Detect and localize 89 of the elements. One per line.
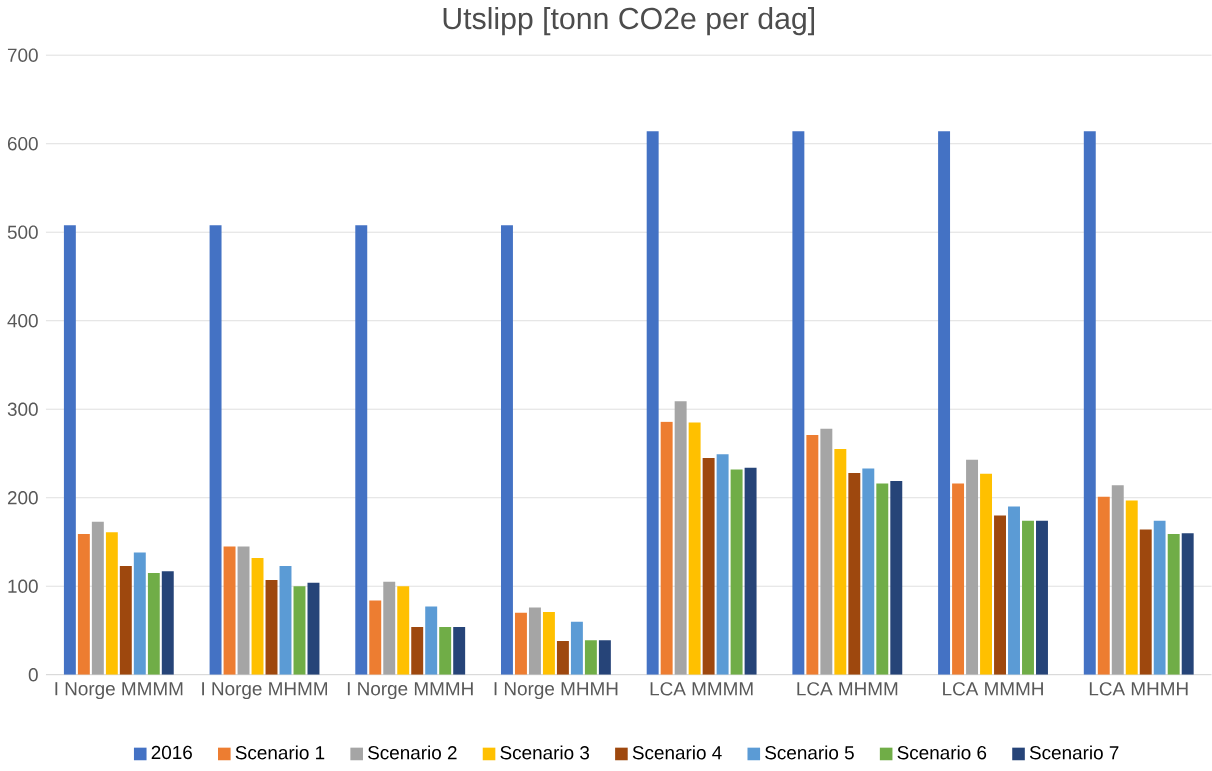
bar (660, 421, 673, 675)
bar (439, 627, 452, 675)
bar (237, 546, 250, 675)
bar (1036, 520, 1048, 675)
bar (688, 422, 701, 675)
bar (820, 428, 833, 675)
x-tick-label: LCA MMMH (943, 682, 1043, 696)
bar (938, 131, 951, 675)
bar (1139, 529, 1152, 675)
bar (646, 131, 659, 675)
legend-label: Scenario 3 (500, 745, 590, 760)
y-tick-label: 100 (8, 579, 38, 594)
x-tick-label: I Norge MMMH (347, 682, 473, 700)
bar (147, 573, 160, 675)
bar (161, 571, 174, 675)
bar (411, 627, 424, 675)
x-tick-label: I Norge MMMM (55, 682, 183, 700)
legend-label: Scenario 2 (368, 745, 457, 760)
bar (542, 612, 555, 675)
y-tick-label: 500 (7, 225, 38, 240)
y-tick-label: 700 (7, 48, 38, 63)
bar (397, 586, 410, 675)
bar (307, 582, 320, 675)
bar (223, 546, 236, 675)
y-tick-label: 600 (7, 137, 38, 151)
chart-title: Utslipp [tonn CO2e per dag] (443, 7, 815, 36)
bar (1153, 520, 1166, 675)
x-tick-label: LCA MMMM (650, 682, 753, 696)
bar (862, 468, 875, 675)
bar (1111, 485, 1124, 675)
bar (383, 581, 396, 675)
bar (792, 131, 805, 675)
bar (500, 225, 513, 675)
bar (1125, 500, 1138, 675)
bar (834, 449, 847, 675)
bar (598, 640, 611, 675)
bar (1167, 534, 1180, 675)
y-tick-label: 0 (28, 668, 38, 682)
bar (1181, 533, 1194, 675)
bar (806, 435, 819, 675)
x-tick-label: LCA MHMH (1089, 682, 1188, 696)
legend-label: Scenario 1 (235, 745, 325, 760)
bar (133, 552, 146, 675)
legend-label: Scenario 7 (1029, 745, 1119, 760)
bar (293, 586, 306, 675)
bar (744, 467, 757, 675)
y-tick-label: 300 (7, 402, 38, 417)
bar (876, 483, 889, 675)
bar (1008, 506, 1020, 675)
legend-label: Scenario 5 (765, 745, 854, 760)
bar (105, 532, 118, 675)
bar (265, 580, 278, 675)
bar (730, 469, 743, 675)
x-tick-label: LCA MHMM (797, 682, 898, 696)
legend-label: 2016 (151, 745, 192, 760)
bar (528, 607, 541, 675)
bar (251, 558, 264, 675)
bar (279, 566, 292, 675)
bar (91, 521, 104, 675)
bar (952, 483, 965, 675)
bar (994, 515, 1006, 675)
bar (570, 621, 583, 675)
bar (369, 600, 382, 675)
bar (584, 640, 597, 675)
y-tick-label: 200 (7, 491, 38, 505)
bar (1097, 496, 1110, 675)
bar (119, 566, 132, 675)
bar (848, 473, 861, 675)
bar (453, 627, 466, 675)
bar (890, 481, 903, 675)
bar (702, 458, 715, 675)
bar (716, 454, 729, 675)
bar (355, 225, 368, 675)
y-tick-label: 400 (7, 314, 38, 328)
bar (63, 225, 76, 675)
bar (77, 534, 90, 675)
bar (1083, 131, 1096, 675)
legend-label: Scenario 4 (632, 745, 722, 760)
bar (209, 225, 222, 675)
x-tick-label: I Norge MHMH (494, 682, 618, 700)
bar (980, 473, 993, 675)
bar (674, 401, 687, 675)
bar (1022, 520, 1034, 675)
x-tick-label: I Norge MHMM (202, 682, 328, 700)
legend-label: Scenario 6 (897, 745, 987, 760)
bar (425, 606, 438, 675)
bar (966, 459, 979, 675)
bar (514, 612, 527, 675)
bar (556, 641, 569, 675)
